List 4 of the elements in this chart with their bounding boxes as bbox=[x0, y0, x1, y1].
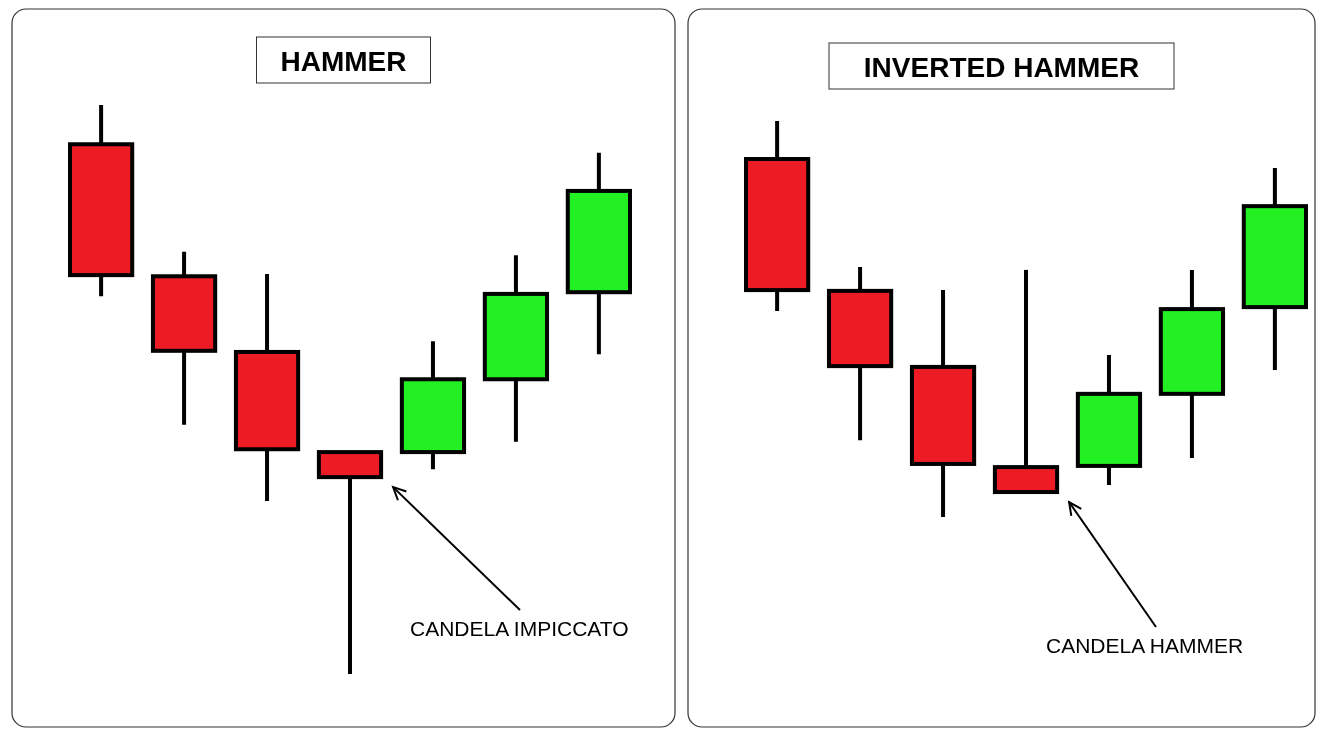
text: CANDELA HAMMER bbox=[1046, 634, 1244, 657]
annotation: CANDELA IMPICCATO bbox=[410, 617, 629, 640]
chart-title: HAMMER bbox=[280, 46, 407, 77]
chart-title: INVERTED HAMMER bbox=[863, 52, 1140, 83]
